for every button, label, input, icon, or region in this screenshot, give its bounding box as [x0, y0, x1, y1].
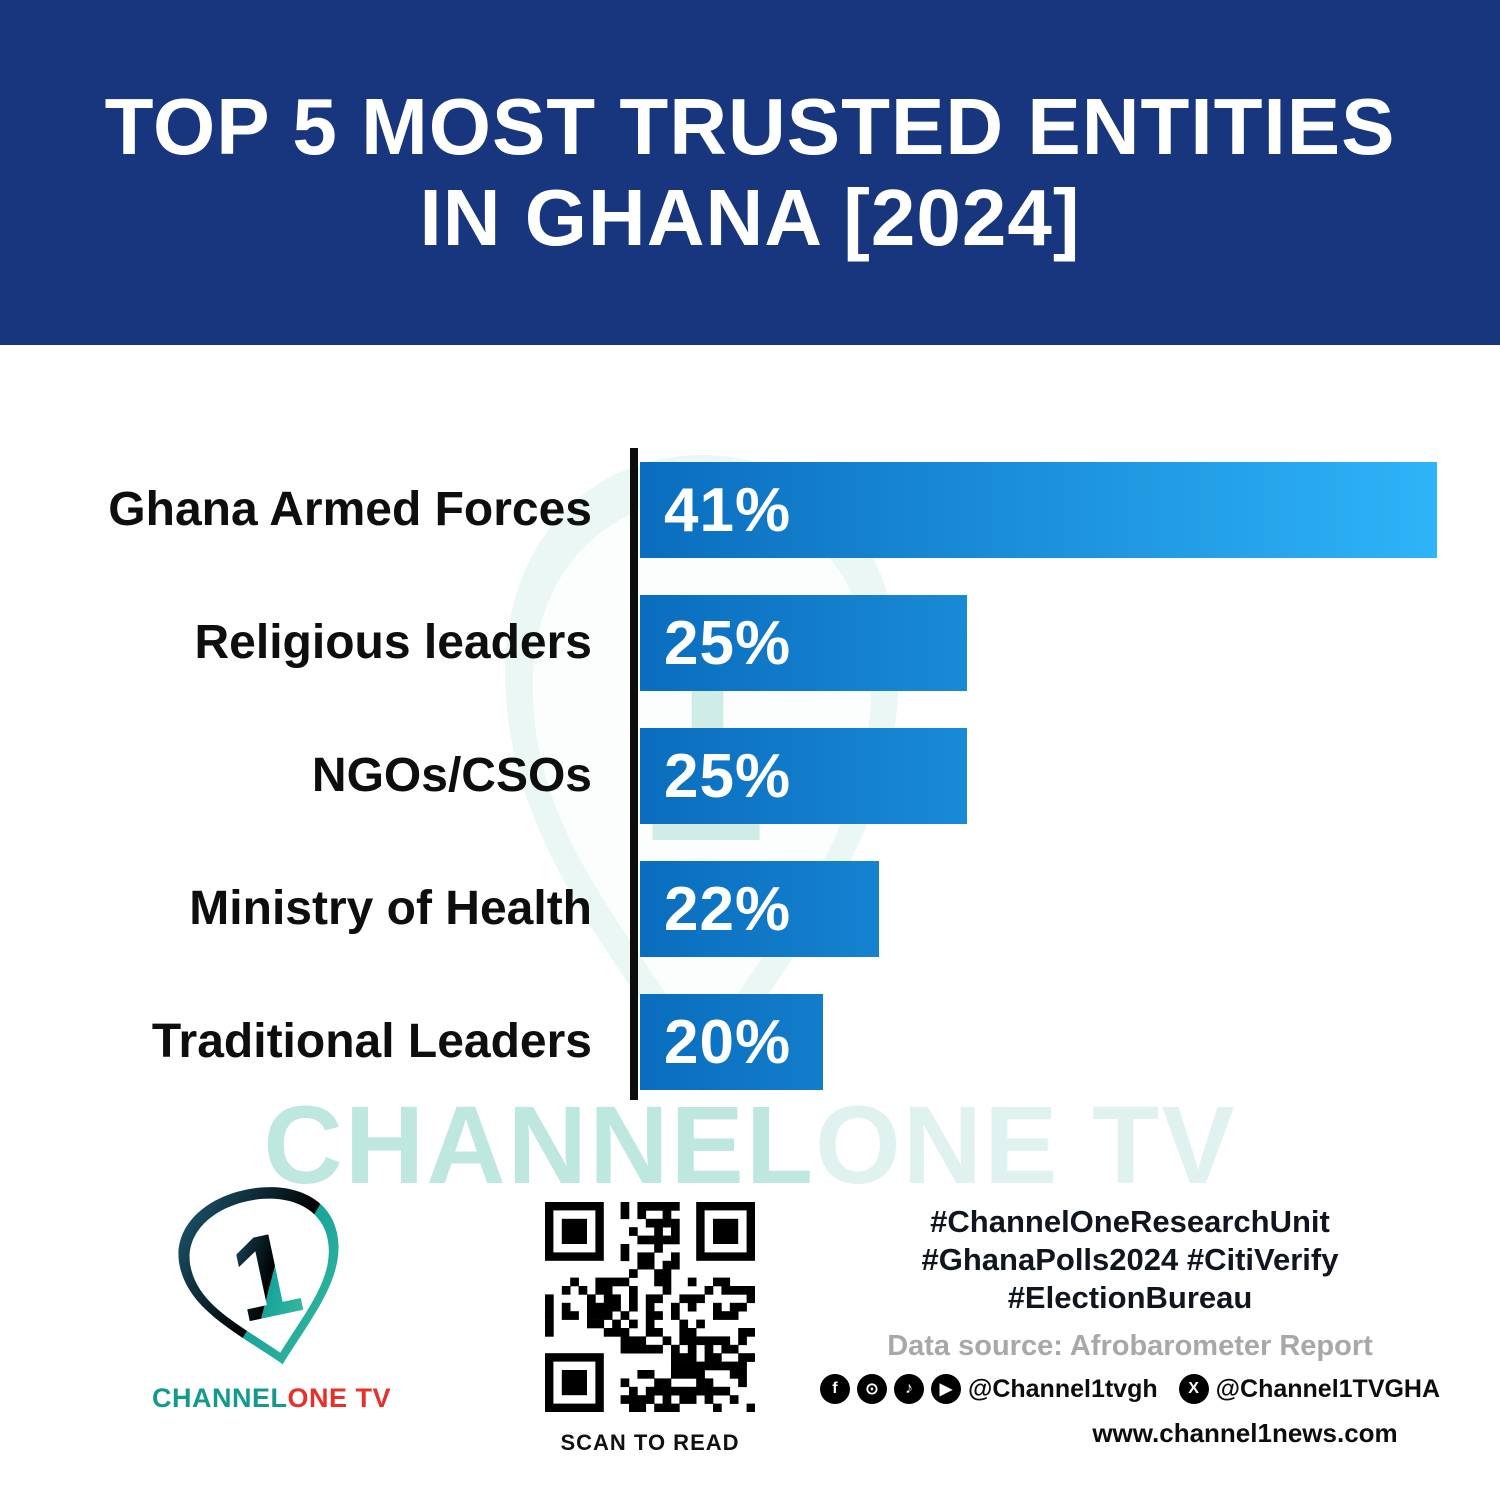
value-label: 22% [664, 874, 792, 944]
website-url: www.channel1news.com [1092, 1418, 1398, 1448]
page-title-line-2: IN GHANA [2024] [419, 172, 1081, 262]
hashtag-line: #ChannelOneResearchUnit [930, 1204, 1330, 1239]
hashtag-line: #GhanaPolls2024 #CitiVerify [921, 1241, 1339, 1277]
category-label: Traditional Leaders [151, 1015, 592, 1068]
bar: 25% [640, 728, 967, 824]
chart-row: NGOs/CSOs 25% [0, 728, 1500, 824]
value-label: 25% [664, 608, 792, 678]
category-label: NGOs/CSOs [311, 749, 592, 802]
facebook-icon: f [819, 1374, 850, 1404]
channel-one-text-watermark: CHANNELONE TV [263, 1084, 1237, 1207]
qr-caption: SCAN TO READ [560, 1430, 740, 1455]
chart-row: Ministry of Health 22% [0, 861, 1500, 957]
channel-one-wordmark: CHANNELONE TV [152, 1383, 392, 1413]
page-title-line-1: TOP 5 MOST TRUSTED ENTITIES [104, 82, 1396, 172]
x-twitter-icon: X [1178, 1374, 1209, 1404]
chart-row: Traditional Leaders 20% [0, 994, 1500, 1090]
social-handle-x: @Channel1TVGHA [1215, 1374, 1441, 1403]
chart-axis [630, 448, 638, 1100]
category-label: Religious leaders [194, 616, 592, 669]
chart-row: Ghana Armed Forces 41% [0, 462, 1500, 558]
channel-one-logo: 1 CHANNELONE TV [152, 1178, 392, 1414]
social-handle-main: @Channel1tvgh [967, 1374, 1158, 1403]
value-label: 25% [664, 741, 792, 811]
youtube-icon: ▶ [930, 1374, 961, 1404]
svg-text:1: 1 [638, 537, 766, 913]
chart-row: Religious leaders 25% [0, 595, 1500, 691]
channel-one-pick-icon: 1 [178, 1187, 339, 1365]
value-label: 41% [664, 475, 792, 545]
category-label: Ministry of Health [189, 882, 592, 935]
hashtag-line: #ElectionBureau [1007, 1279, 1253, 1315]
bar: 22% [640, 861, 879, 957]
qr-code [545, 1202, 756, 1413]
data-source-note: Data source: Afrobarometer Report [887, 1330, 1373, 1362]
hashtags-block: #ChannelOneResearchUnit #GhanaPolls2024 … [858, 1203, 1402, 1316]
instagram-icon: ⊙ [856, 1374, 887, 1404]
header-banner: TOP 5 MOST TRUSTED ENTITIES IN GHANA [20… [0, 0, 1500, 345]
bar: 25% [640, 595, 967, 691]
bar: 20% [640, 994, 823, 1090]
value-label: 20% [664, 1007, 792, 1077]
social-row: f ⊙ ♪ ▶ @Channel1tvgh X @Channel1TVGHA [819, 1374, 1440, 1404]
tiktok-icon: ♪ [893, 1374, 924, 1404]
bar: 41% [640, 462, 1437, 558]
category-label: Ghana Armed Forces [108, 483, 592, 536]
